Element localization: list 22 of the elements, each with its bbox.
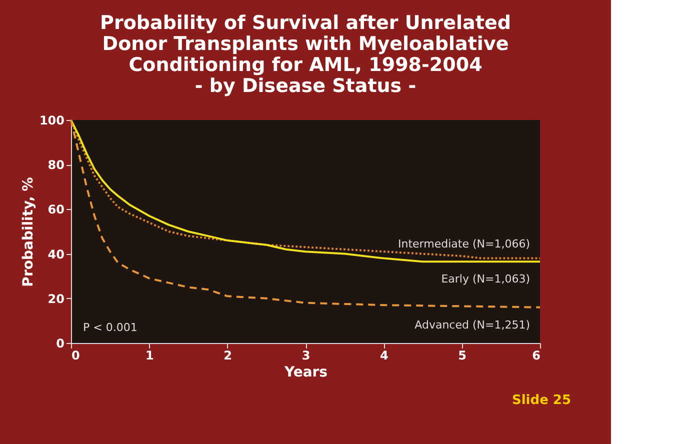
y-axis-title: Probability, % [20, 177, 36, 287]
x-tick-label: 6 [532, 348, 540, 362]
y-tick-label: 60 [48, 202, 64, 217]
series-label: Intermediate (N=1,066) [398, 237, 530, 250]
text: Slide 25 [512, 393, 571, 408]
y-tick-label: 0 [56, 336, 64, 350]
x-tick-label: 0 [72, 348, 80, 362]
x-tick-label: 3 [302, 348, 310, 362]
y-tick-label: 100 [39, 114, 64, 128]
annotation: P < 0.001 [83, 321, 138, 334]
x-axis-title: Years [283, 364, 328, 380]
x-tick-label: 5 [458, 348, 467, 362]
x-tick-label: 4 [380, 348, 388, 362]
series-label: Advanced (N=1,251) [414, 318, 530, 332]
y-tick-label: 20 [48, 292, 64, 306]
chart-title: Probability of Survival after Unrelated Donor Transplants with Myeloablative Conditioning for AML, 1998-2004 - by Disease Status - [100, 12, 511, 97]
y-tick-label: 80 [48, 158, 64, 172]
x-tick-label: 2 [224, 348, 232, 362]
y-tick-label: 40 [48, 247, 64, 262]
line-series [70, 119, 541, 308]
series-label: Early (N=1,063) [441, 272, 530, 286]
x-tick-label: 1 [145, 348, 154, 362]
